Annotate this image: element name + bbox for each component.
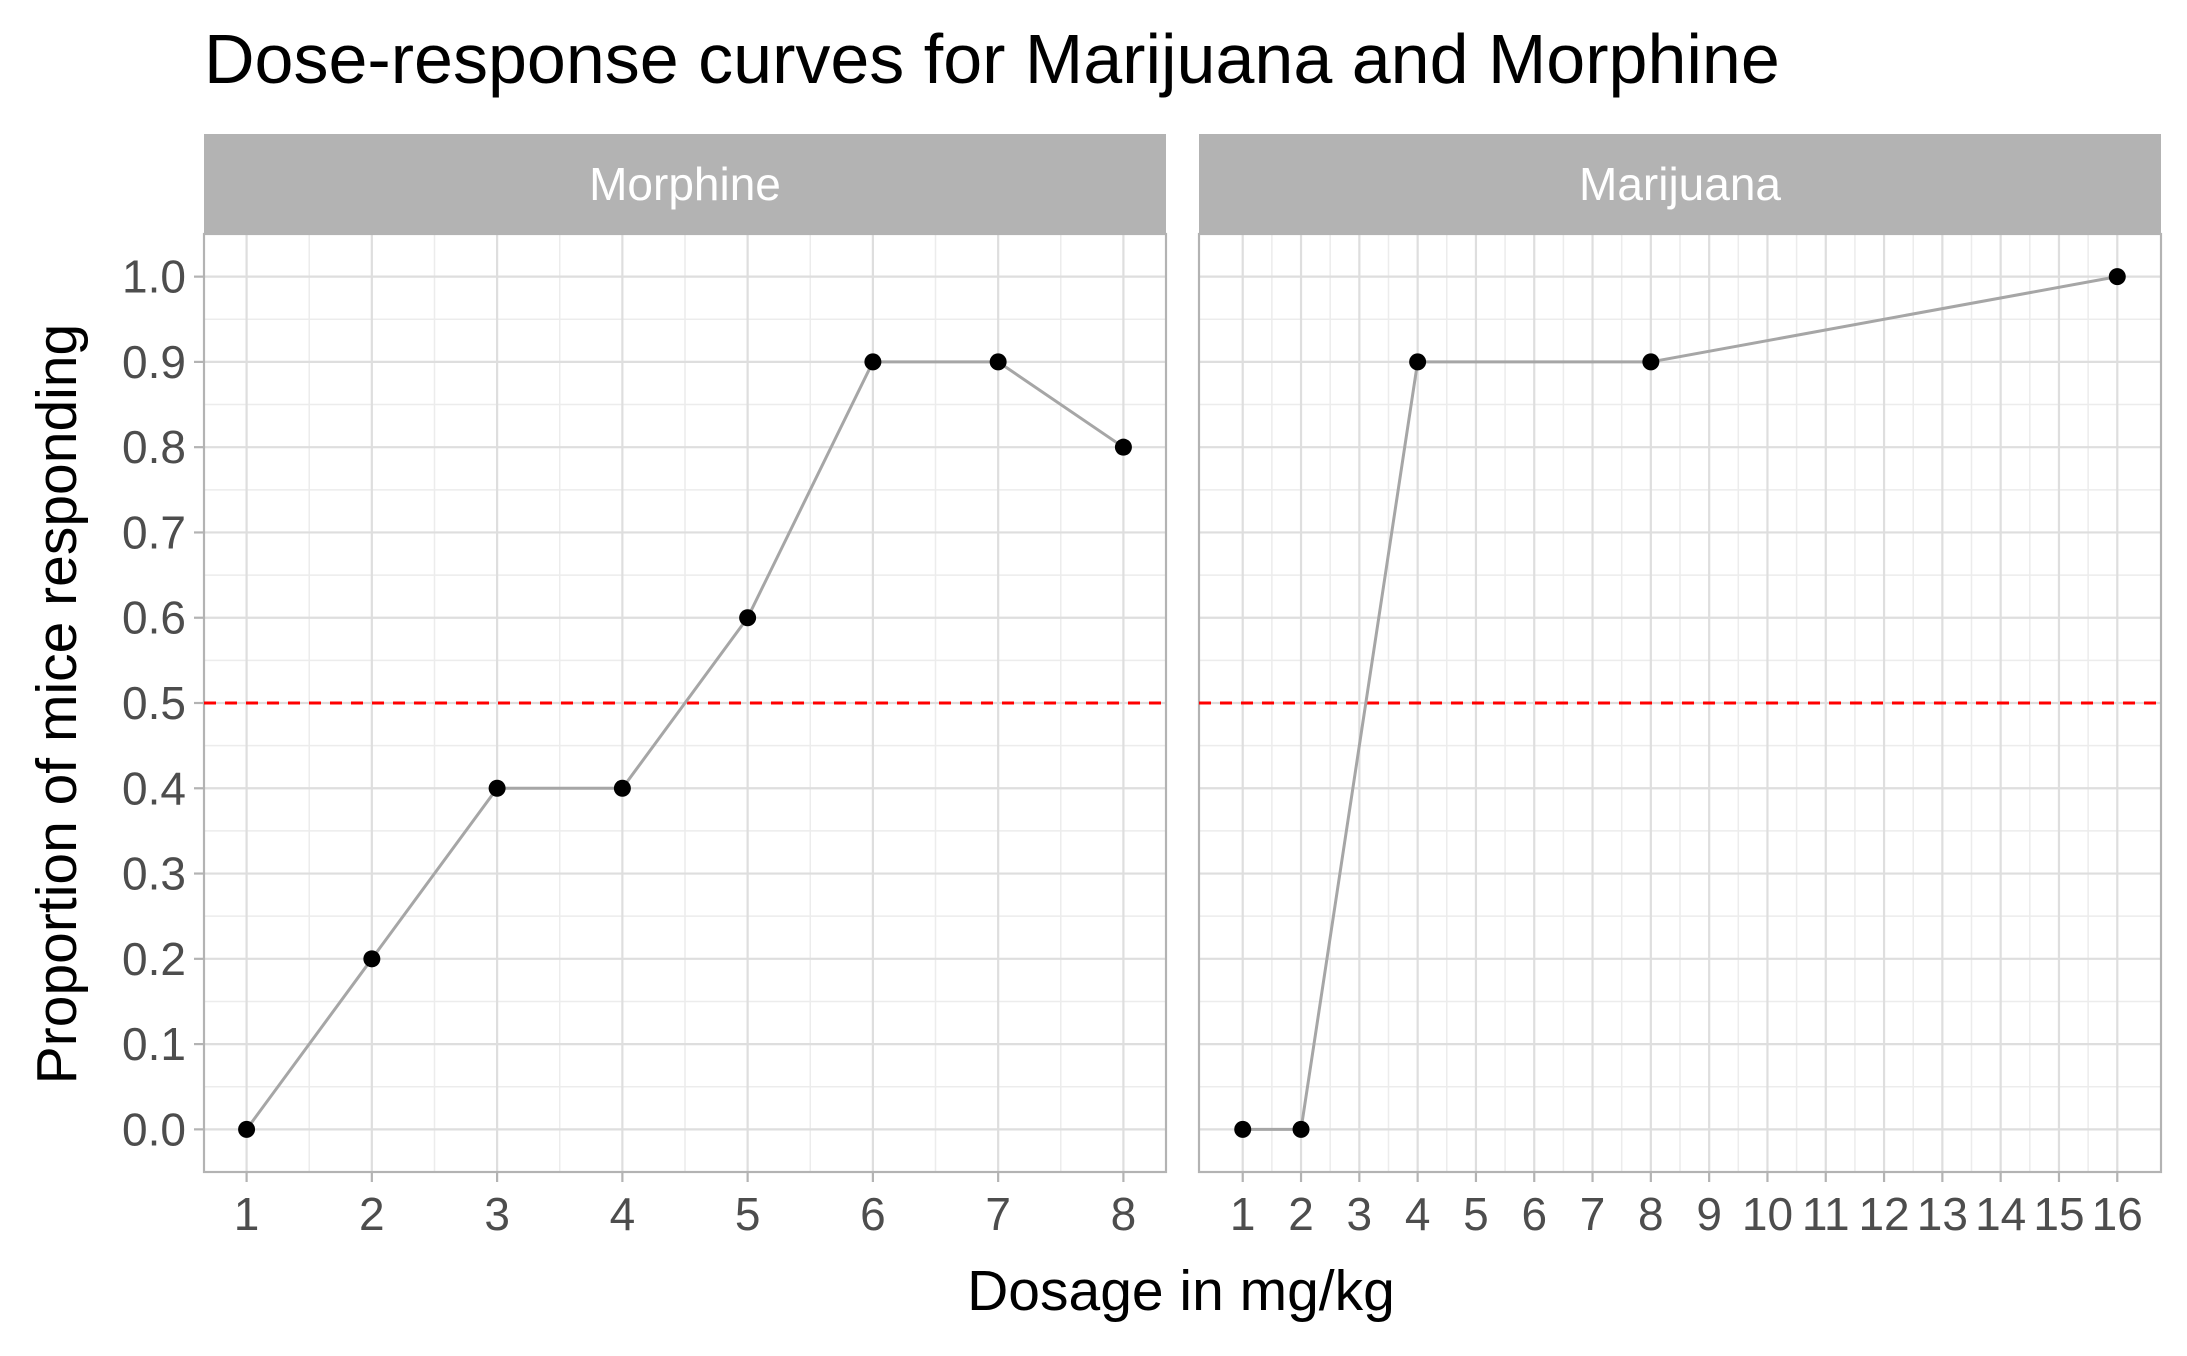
- x-tick-label: 3: [484, 1188, 510, 1240]
- y-tick-label: 0.8: [122, 421, 186, 473]
- data-point: [2108, 268, 2126, 286]
- x-tick-label: 13: [1917, 1188, 1968, 1240]
- y-tick-label: 0.0: [122, 1103, 186, 1155]
- data-point: [238, 1120, 256, 1138]
- x-tick-label: 4: [610, 1188, 636, 1240]
- y-tick-label: 0.3: [122, 848, 186, 900]
- x-tick-label: 10: [1742, 1188, 1793, 1240]
- data-point: [1409, 353, 1427, 371]
- data-point: [613, 779, 631, 797]
- y-tick-label: 0.1: [122, 1018, 186, 1070]
- x-tick-label: 5: [1463, 1188, 1489, 1240]
- x-tick-label: 8: [1111, 1188, 1137, 1240]
- data-point: [739, 609, 757, 627]
- x-tick-label: 4: [1405, 1188, 1431, 1240]
- strip-background: [204, 134, 1166, 234]
- x-tick-label: 7: [1580, 1188, 1606, 1240]
- x-tick-label: 9: [1696, 1188, 1722, 1240]
- x-tick-label: 2: [359, 1188, 385, 1240]
- y-axis-title: Proportion of mice responding: [25, 324, 89, 1084]
- data-point: [989, 353, 1007, 371]
- x-tick-label: 5: [735, 1188, 761, 1240]
- x-tick-label: 6: [860, 1188, 886, 1240]
- x-tick-label: 2: [1288, 1188, 1314, 1240]
- x-axis-title: Dosage in mg/kg: [967, 1259, 1395, 1323]
- y-tick-label: 1.0: [122, 251, 186, 303]
- strip-label: Morphine: [589, 158, 781, 210]
- panel-morphine: Morphine 1 2 3 4 5 6 7 8 0.0 0.1 0.2 0.3 0.4 0.5 0.6 0.7…: [122, 134, 1168, 1240]
- series-line: [245, 360, 1125, 1131]
- x-tick-label: 11: [1802, 1188, 1850, 1240]
- y-tick-label: 0.9: [122, 336, 186, 388]
- strip-label: Marijuana: [1579, 158, 1781, 210]
- data-point: [1114, 438, 1132, 456]
- y-tick-label: 0.6: [122, 592, 186, 644]
- x-tick-label: 6: [1521, 1188, 1547, 1240]
- strip-background: [1199, 134, 2161, 234]
- chart-title: Dose-response curves for Marijuana and M…: [204, 20, 1780, 98]
- x-tick-label: 3: [1347, 1188, 1373, 1240]
- x-tick-label: 12: [1858, 1188, 1909, 1240]
- x-tick-label: 14: [1975, 1188, 2026, 1240]
- data-point: [1642, 353, 1660, 371]
- x-tick-label: 1: [1230, 1188, 1256, 1240]
- data-point: [1292, 1120, 1310, 1138]
- x-tick-label: 8: [1638, 1188, 1664, 1240]
- data-point: [864, 353, 882, 371]
- data-point: [488, 779, 506, 797]
- data-point: [363, 950, 381, 968]
- x-tick-label: 7: [985, 1188, 1011, 1240]
- x-tick-label: 1: [234, 1188, 260, 1240]
- x-tick-label: 16: [2092, 1188, 2143, 1240]
- data-point: [1234, 1120, 1252, 1138]
- y-tick-label: 0.4: [122, 762, 186, 814]
- y-tick-label: 0.7: [122, 506, 186, 558]
- y-tick-label: 0.2: [122, 933, 186, 985]
- x-tick-label: 15: [2033, 1188, 2084, 1240]
- y-tick-label: 0.5: [122, 677, 186, 729]
